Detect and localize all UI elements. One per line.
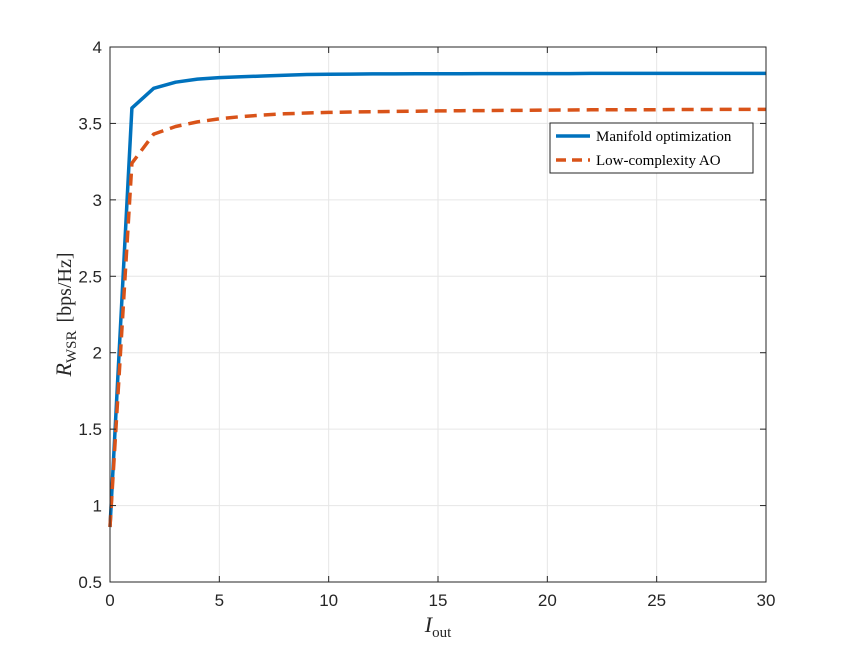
series-group: [108, 71, 766, 528]
legend: Manifold optimization Low-complexity AO: [549, 122, 754, 174]
y-tick-label: 1: [93, 497, 102, 516]
series-line-0: [108, 71, 766, 528]
legend-label-low-complexity: Low-complexity AO: [596, 153, 721, 169]
y-tick-label: 2.5: [78, 267, 102, 286]
legend-label-manifold: Manifold optimization: [596, 129, 732, 145]
y-tick-label: 3.5: [78, 114, 102, 133]
y-axis-label: RWSR[bps/Hz]: [51, 253, 80, 378]
legend-box: [549, 122, 754, 174]
x-tick-label: 10: [319, 591, 338, 610]
x-tick-label: 25: [647, 591, 666, 610]
series-line-1: [108, 107, 766, 528]
y-tick-label: 0.5: [78, 573, 102, 592]
x-tick-label: 20: [538, 591, 557, 610]
ticks: 0 5 10 15 20 25 30 0.5 1 1.5 2 2.5 3 3.5 4: [78, 38, 775, 610]
x-tick-label: 30: [757, 591, 776, 610]
x-tick-label: 5: [215, 591, 224, 610]
x-axis-label: Iout: [424, 612, 452, 641]
y-tick-label: 3: [93, 191, 102, 210]
y-tick-label: 2: [93, 344, 102, 363]
x-tick-label: 0: [105, 591, 114, 610]
x-tick-label: 15: [429, 591, 448, 610]
y-tick-label: 4: [93, 38, 102, 57]
y-tick-label: 1.5: [78, 420, 102, 439]
